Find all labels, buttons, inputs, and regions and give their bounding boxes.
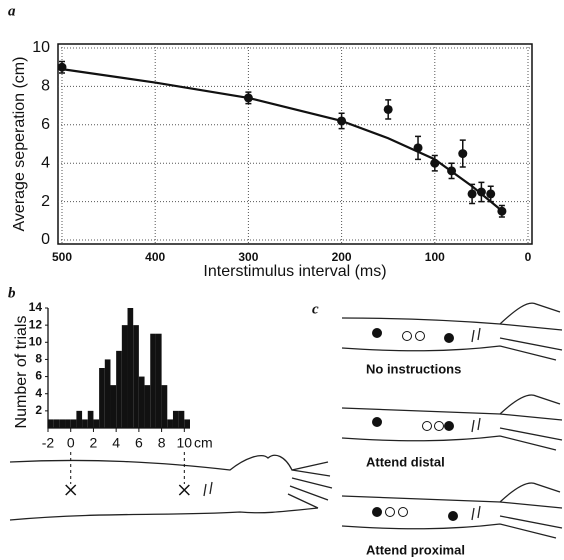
histogram-bar: [87, 410, 94, 428]
arm-drawing: [9, 454, 333, 521]
data-point: [57, 62, 67, 72]
condition-label: No instructions: [366, 361, 461, 376]
fit-line: [61, 68, 501, 211]
x-tick-label: 100: [425, 250, 445, 264]
condition-label: Attend proximal: [366, 542, 465, 557]
y-tick-label: 4: [35, 386, 42, 400]
x-tick-label: 4: [112, 435, 120, 451]
histogram-bar: [116, 350, 122, 428]
histogram-bar: [184, 419, 190, 428]
y-tick-label: 8: [41, 78, 50, 95]
x-axis-title: Interstimulus interval (ms): [203, 263, 386, 280]
plot-frame: [57, 43, 533, 245]
y-tick-label: 12: [29, 317, 43, 331]
y-tick-label: 0: [41, 231, 50, 248]
data-point: [337, 116, 347, 126]
y-tick-label: 4: [41, 154, 50, 171]
histogram-bar: [178, 410, 185, 428]
x-tick-label: 2: [90, 435, 98, 451]
histogram-bar: [70, 419, 77, 428]
histogram-bar: [161, 385, 168, 428]
histogram-bar: [155, 333, 162, 428]
panel-label: b: [8, 285, 16, 301]
panel-label: c: [312, 301, 319, 317]
data-point: [447, 166, 457, 176]
histogram-bar: [144, 385, 151, 428]
x-tick-label: 500: [52, 250, 72, 264]
x-tick-label: 0: [525, 250, 532, 264]
x-tick-label: -2: [42, 435, 55, 451]
histogram-bar: [133, 325, 139, 428]
y-tick-label: 6: [41, 116, 50, 133]
y-tick-label: 2: [41, 193, 50, 210]
data-point: [430, 158, 440, 168]
x-tick-label: 6: [135, 435, 143, 451]
x-tick-label: 300: [238, 250, 258, 264]
data-point: [383, 104, 393, 114]
x-tick-label: 200: [332, 250, 352, 264]
histogram-bar: [127, 308, 134, 428]
histogram-bar: [59, 419, 66, 428]
condition-label: Attend distal: [366, 454, 445, 469]
x-unit: cm: [194, 435, 213, 451]
histogram-bar: [167, 419, 173, 428]
data-point: [458, 149, 468, 159]
histogram-bar: [150, 333, 156, 428]
data-point: [476, 187, 486, 197]
y-tick-label: 6: [35, 369, 42, 383]
cross-marker: [178, 484, 190, 496]
data-point: [467, 189, 477, 199]
histogram-bar: [172, 410, 179, 428]
y-axis-title: Average seperation (cm): [11, 57, 28, 232]
histogram-bar: [53, 419, 60, 428]
data-point: [413, 143, 423, 153]
x-tick-label: 400: [145, 250, 165, 264]
data-point: [486, 189, 496, 199]
y-tick-label: 10: [29, 334, 43, 348]
histogram-bar: [65, 419, 71, 428]
arm-diagrams: [341, 302, 563, 539]
y-tick-label: 2: [35, 403, 42, 417]
histogram-bar: [76, 410, 83, 428]
x-tick-label: 0: [67, 435, 75, 451]
histogram-bar: [48, 419, 54, 428]
histogram-bar: [93, 419, 100, 428]
x-tick-label: 8: [158, 435, 166, 451]
x-tick-label: 10: [177, 435, 193, 451]
y-tick-label: 8: [35, 352, 42, 366]
histogram-bar: [110, 385, 117, 428]
histogram-bar: [104, 359, 111, 428]
histogram-bar: [121, 325, 128, 428]
cross-marker: [65, 484, 77, 496]
histogram-bar: [138, 376, 145, 428]
y-tick-label: 10: [32, 39, 50, 56]
histogram-bar: [82, 419, 88, 428]
histogram-bar: [99, 368, 105, 428]
data-point: [497, 206, 507, 216]
panel-label: a: [8, 3, 16, 19]
y-tick-label: 14: [29, 300, 43, 314]
y-axis-title: Number of trials: [13, 316, 30, 429]
data-point: [243, 93, 253, 103]
